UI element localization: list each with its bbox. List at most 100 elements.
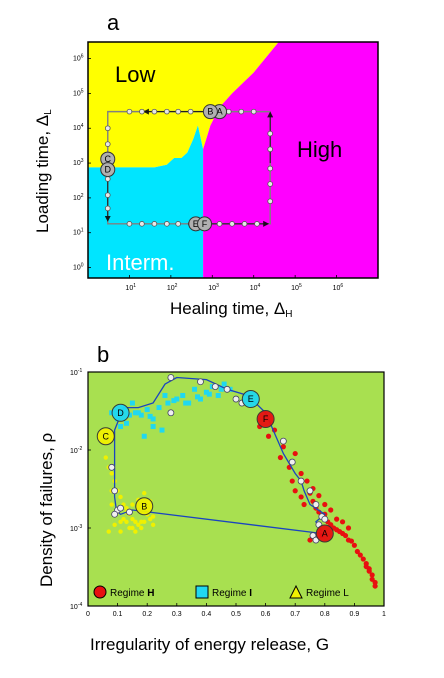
data-point-regime-i <box>118 424 124 430</box>
point-label-b: B <box>207 107 213 117</box>
point-label-f: F <box>202 219 208 229</box>
data-point-regime-h <box>369 572 375 578</box>
point-marker-b-d <box>111 403 130 422</box>
path-point <box>104 125 111 132</box>
y-tick-label: 100 <box>73 263 84 272</box>
data-point-regime-i <box>141 433 147 439</box>
data-point-regime-i <box>192 386 198 392</box>
plot-frame-a <box>87 41 379 279</box>
data-point-regime-l <box>130 516 135 522</box>
path-point-b <box>197 378 204 386</box>
y-tick-label-b: 10-3 <box>70 524 82 533</box>
data-point-regime-l <box>118 529 123 534</box>
path-point <box>164 221 170 227</box>
data-point-regime-h <box>301 501 307 508</box>
x-tick-label: 102 <box>167 283 178 292</box>
data-point-regime-i <box>203 389 209 395</box>
data-point-regime-i <box>218 386 224 392</box>
data-point-regime-l <box>103 455 108 460</box>
point-marker-b-e <box>241 390 260 409</box>
point-label-b-a: A <box>322 529 328 539</box>
data-point-regime-l <box>124 505 129 511</box>
data-point-regime-i <box>162 392 168 398</box>
data-point-regime-l <box>133 529 138 534</box>
data-point-regime-i <box>159 427 165 433</box>
x-tick-label: 105 <box>291 283 302 292</box>
y-tick-label-b: 10-4 <box>70 602 82 611</box>
data-point-regime-h <box>307 537 313 543</box>
path-point-b <box>117 504 124 512</box>
data-point-regime-h <box>292 488 298 494</box>
legend-marker-regime-i <box>195 585 209 599</box>
data-point-regime-h <box>298 470 304 477</box>
point-label-c: C <box>105 154 112 164</box>
path-point-b <box>321 515 329 523</box>
labeled-points-b: A B C D EF <box>96 390 334 543</box>
point-marker-f <box>197 216 213 232</box>
x-tick-label-b: 0.3 <box>172 611 182 618</box>
panel-a: a AB CD E F 101 102 103 104 105 106 100 101 102 103… <box>33 10 379 320</box>
path-point-b <box>223 385 231 393</box>
x-tick-label-b: 0.7 <box>290 611 300 618</box>
path-point <box>104 192 111 198</box>
data-point-regime-h <box>298 494 304 500</box>
data-point-regime-l <box>121 516 126 522</box>
data-point-regime-i <box>195 394 201 400</box>
cycle-points <box>104 108 274 227</box>
data-point-regime-i <box>183 400 189 406</box>
y-axis-label-a: Loading time, ΔL <box>33 109 54 233</box>
path-point <box>139 221 145 227</box>
path-point <box>267 181 274 187</box>
data-point-regime-h <box>369 576 375 582</box>
data-point-regime-l <box>130 525 135 531</box>
point-marker-b-c <box>96 427 115 446</box>
data-point-regime-h <box>304 478 310 484</box>
path-point <box>151 221 158 227</box>
path-point <box>250 108 257 115</box>
path-point <box>267 198 274 205</box>
legend-label-2: Regime L <box>306 588 349 599</box>
data-point-regime-h <box>342 532 349 539</box>
data-point-regime-l <box>106 529 111 534</box>
data-point-regime-l <box>150 514 156 519</box>
data-point-regime-h <box>372 583 378 589</box>
path-point-b <box>306 487 314 495</box>
data-point-regime-h <box>339 519 346 525</box>
path-point <box>151 108 158 115</box>
data-point-regime-i <box>150 416 156 422</box>
data-point-regime-h <box>366 568 372 574</box>
data-point-regime-i <box>174 396 180 402</box>
x-tick-label-b: 0.6 <box>261 611 271 618</box>
region-label-interm: Interm. <box>106 250 174 275</box>
region-high <box>203 42 378 278</box>
path-point-b <box>312 501 320 508</box>
data-point-regime-l <box>109 471 114 476</box>
legend-marker-regime-l <box>289 584 303 599</box>
path-point <box>267 146 274 153</box>
path-point <box>216 221 223 227</box>
data-point-regime-h <box>334 516 340 522</box>
path-point <box>229 221 235 227</box>
point-label-b-d: D <box>117 408 124 418</box>
legend-label-1: Regime I <box>212 588 252 599</box>
data-point-regime-l <box>139 519 144 525</box>
data-point-regime-i <box>123 420 129 426</box>
path-point-b <box>288 458 296 466</box>
x-tick-label-b: 0 <box>86 611 90 618</box>
region-label-high: High <box>297 137 342 162</box>
data-point-regime-h <box>354 548 360 555</box>
y-tick-label: 103 <box>73 158 84 167</box>
point-label-b-f: F <box>263 414 269 424</box>
data-point-regime-h <box>351 542 357 548</box>
legend: Regime H Regime I Regime L <box>93 584 349 599</box>
x-tick-label-b: 0.1 <box>113 611 123 618</box>
point-label-b-c: C <box>103 431 110 441</box>
path-point-b <box>167 409 175 417</box>
data-point-regime-i <box>197 396 203 402</box>
data-point-regime-i <box>215 392 221 398</box>
phase-regions <box>88 42 378 278</box>
path-point-b <box>279 437 287 445</box>
data-point-regime-h <box>277 454 283 461</box>
data-point-regime-i <box>147 413 153 419</box>
data-point-regime-h <box>316 493 322 499</box>
